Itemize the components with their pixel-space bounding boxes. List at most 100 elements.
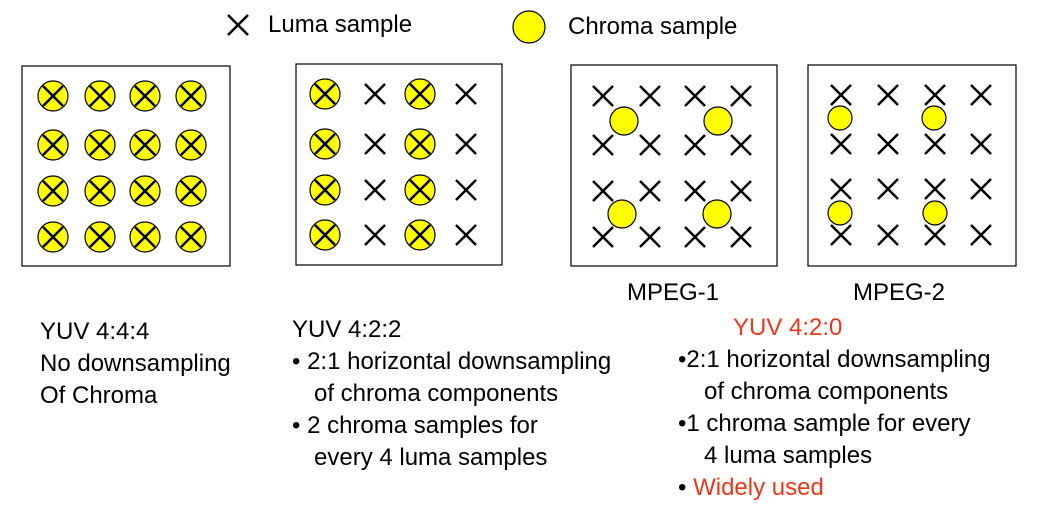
luma-sample [970,84,992,106]
yuv420-description: YUV 4:2:0 •2:1 horizontal downsampling o… [678,312,991,504]
luma-sample [314,224,336,246]
chroma-sample [827,105,853,131]
luma-sample [592,226,614,248]
luma-sample [592,180,614,202]
luma-sample [730,226,752,248]
luma-sample [684,85,706,107]
yuv420-bullet1-line2: of chroma components [704,378,949,405]
luma-sample [924,178,946,200]
yuv422-bullet1-line1: • 2:1 horizontal downsampling [292,348,612,375]
luma-sample [89,226,111,248]
luma-sample [684,180,706,202]
luma-sample [42,85,64,107]
luma-sample [180,226,202,248]
luma-sample [180,180,202,202]
caption-mpeg2: MPEG-2 [853,279,946,306]
yuv422-description: YUV 4:2:2 • 2:1 horizontal downsampling … [292,314,611,474]
panel-mpeg1 [570,64,778,267]
luma-sample [134,85,156,107]
panel-yuv422 [295,63,503,266]
luma-sample [730,180,752,202]
luma-sample [684,134,706,156]
luma-sample [180,134,202,156]
yuv444-line2: Of Chroma [40,382,158,409]
luma-sample [684,226,706,248]
chroma-sample [609,106,639,136]
luma-sample [409,133,431,155]
legend-luma-symbol [227,14,249,36]
yuv444-title: YUV 4:4:4 [40,318,150,345]
luma-sample [409,224,431,246]
luma-sample [364,179,386,201]
luma-sample [409,83,431,105]
luma-sample [830,133,852,155]
yuv420-bullet2-line2: 4 luma samples [704,442,873,469]
luma-sample [364,133,386,155]
chroma-sample [827,200,853,226]
yuv444-line1: No downsampling [40,350,231,377]
yuv420-bullet1-line1: •2:1 horizontal downsampling [678,346,991,373]
luma-sample [830,84,852,106]
chroma-sample [702,199,732,229]
luma-sample [314,133,336,155]
luma-sample [830,224,852,246]
chroma-sample [921,105,947,131]
yuv422-bullet2-line1: • 2 chroma samples for [292,412,538,439]
luma-sample [592,134,614,156]
luma-sample [592,85,614,107]
luma-sample [877,178,899,200]
chroma-sample [922,200,948,226]
luma-sample [455,83,477,105]
yuv420-bullet3: • Widely used [678,472,991,504]
luma-sample [639,226,661,248]
panel-mpeg2 [807,64,1017,267]
luma-sample [409,179,431,201]
luma-sample [970,178,992,200]
luma-sample [730,134,752,156]
luma-sample [42,134,64,156]
luma-sample [42,226,64,248]
luma-sample [134,226,156,248]
yuv420-bullet2-line1: •1 chroma sample for every [678,410,971,437]
yuv422-title: YUV 4:2:2 [292,316,402,343]
yuv422-bullet2-line2: every 4 luma samples [314,444,548,471]
luma-sample [314,179,336,201]
luma-sample [89,85,111,107]
luma-sample [877,133,899,155]
chroma-sample [607,199,637,229]
luma-sample [364,83,386,105]
luma-sample [42,180,64,202]
luma-sample [639,180,661,202]
luma-sample [180,85,202,107]
yuv420-title: YUV 4:2:0 [733,314,843,341]
luma-sample [455,224,477,246]
chroma-sample [703,106,733,136]
luma-sample [639,134,661,156]
luma-sample [455,133,477,155]
legend-chroma-label: Chroma sample [568,13,738,40]
yuv422-bullet1-line2: of chroma components [314,380,559,407]
luma-sample [970,224,992,246]
luma-sample [970,133,992,155]
luma-sample [314,83,336,105]
luma-sample [730,85,752,107]
luma-sample [924,133,946,155]
panel-yuv444 [21,65,231,267]
luma-sample [830,178,852,200]
luma-sample [639,85,661,107]
sample-layer [37,78,992,253]
luma-sample [924,224,946,246]
legend-chroma-symbol [512,10,546,44]
luma-sample [455,179,477,201]
luma-sample [89,134,111,156]
luma-sample [877,224,899,246]
yuv420-bullet3-marker: • [678,474,687,501]
luma-sample [89,180,111,202]
luma-sample [364,224,386,246]
yuv444-description: YUV 4:4:4 No downsampling Of Chroma [40,316,231,412]
luma-sample [134,180,156,202]
luma-sample [134,134,156,156]
luma-sample [877,84,899,106]
luma-sample [924,84,946,106]
